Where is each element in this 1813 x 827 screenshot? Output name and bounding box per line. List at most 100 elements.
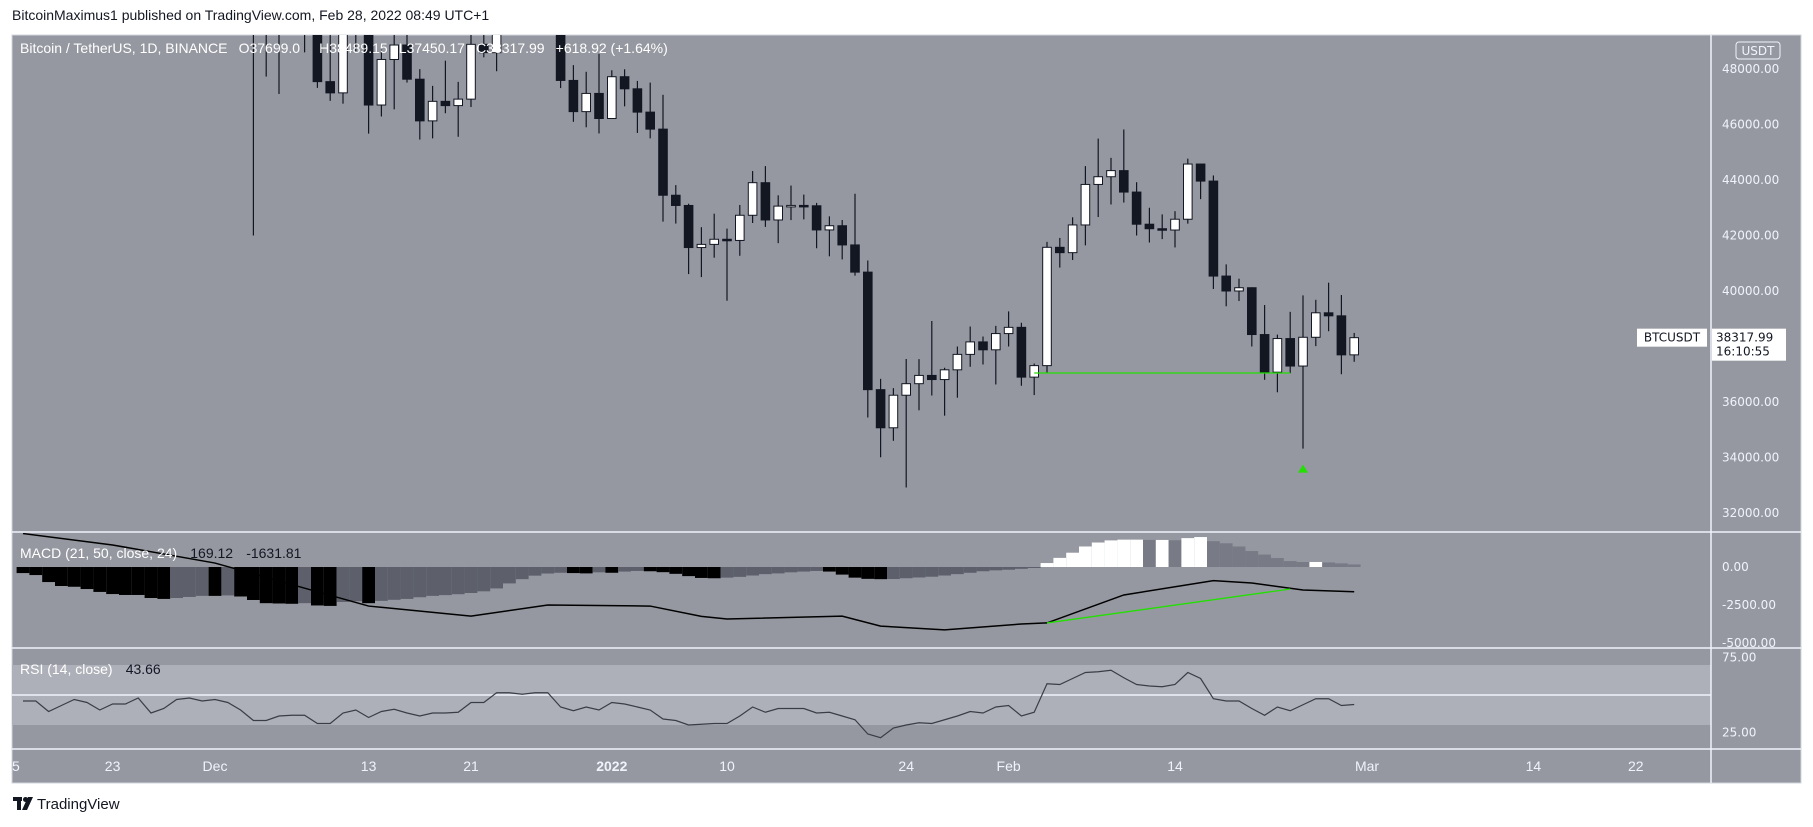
macd-axis[interactable]: 0.00 -2500.00 -5000.00: [1722, 560, 1776, 650]
macd-histogram-bar: [669, 567, 683, 574]
symbol-legend[interactable]: Bitcoin / TetherUS, 1D, BINANCE O37699.0…: [20, 38, 668, 57]
rsi-axis[interactable]: 75.00 25.00: [1722, 651, 1756, 740]
candle: [1298, 295, 1308, 449]
candle-body-up: [786, 204, 796, 208]
macd-histogram-bar: [963, 567, 977, 573]
macd-histogram-bar: [682, 567, 695, 577]
candle: [1349, 332, 1360, 362]
candle-body-down: [658, 128, 668, 196]
macd-histogram-bar: [861, 567, 875, 579]
candle: [338, 35, 348, 104]
candle: [927, 320, 937, 396]
candle: [427, 85, 438, 139]
macd-histogram-bar: [887, 567, 900, 580]
macd-histogram-bar: [1207, 541, 1220, 567]
ohlc-open: O37699.0: [239, 40, 301, 56]
price-tick-label: 44000.00: [1722, 173, 1779, 187]
rsi-tick-label: 25.00: [1722, 726, 1756, 740]
candle-body-up: [709, 238, 720, 245]
macd-histogram-bar: [55, 567, 68, 586]
candle: [824, 216, 835, 257]
candle-body-down: [1247, 287, 1257, 336]
macd-histogram-bar: [387, 567, 401, 600]
macd-histogram-bar: [298, 567, 311, 604]
macd-histogram-bar: [323, 567, 337, 606]
macd-histogram-bar: [221, 567, 235, 596]
candle-body-down: [760, 182, 771, 221]
macd-histogram-bar: [1283, 561, 1297, 567]
macd-histogram-bar: [1155, 539, 1169, 567]
candle: [312, 35, 323, 88]
candle-body-down: [1195, 163, 1206, 182]
candle-body-down: [683, 204, 694, 249]
candle-body-up: [338, 35, 348, 94]
candle: [544, 0, 553, 1]
candle-body-up: [901, 383, 912, 396]
price-annotations: [1034, 372, 1308, 473]
candle-body-down: [850, 244, 860, 273]
candle-body-down: [325, 81, 335, 94]
candle-body-up: [1349, 337, 1360, 356]
macd-value-histogram: 169.12: [190, 545, 233, 561]
macd-histogram-bar: [195, 567, 209, 596]
macd-histogram-bar: [720, 567, 734, 578]
candle-body-up: [952, 353, 963, 371]
macd-legend[interactable]: MACD (21, 50, close, 24) 169.12 -1631.81: [20, 543, 302, 562]
time-axis[interactable]: 5 23 Dec 13 21 2022 10 24 Feb 14 Mar 14 22: [12, 758, 1644, 774]
macd-histogram-bar: [439, 567, 452, 596]
candle: [1119, 129, 1129, 203]
candle-body-up: [1093, 176, 1104, 185]
candle-body-up: [939, 369, 950, 381]
time-tick-label: 2022: [596, 758, 627, 774]
candle: [991, 325, 1001, 385]
candle-body-down: [671, 194, 681, 206]
candle-body-up: [965, 341, 976, 355]
candle-body-up: [1029, 365, 1040, 378]
candle: [1183, 158, 1193, 224]
rsi-value: 43.66: [126, 661, 161, 677]
candle: [671, 185, 681, 224]
candle: [568, 65, 579, 122]
tradingview-logo[interactable]: TradingView: [13, 796, 120, 813]
rsi-legend[interactable]: RSI (14, close) 43.66: [20, 659, 161, 678]
candle: [875, 378, 886, 458]
candle: [811, 202, 822, 249]
time-tick-label: Mar: [1355, 758, 1379, 774]
price-axis[interactable]: 48000.00 46000.00 44000.00 42000.00 40000.00…: [1722, 62, 1779, 520]
candle-body-up: [1003, 326, 1014, 335]
macd-layer: [16, 533, 1361, 631]
candles-layer: [252, 0, 1360, 488]
candle: [479, 35, 489, 58]
time-tick-label: 23: [105, 758, 121, 774]
candle-body-up: [1272, 338, 1283, 373]
candle: [1311, 299, 1321, 347]
candle-body-up: [466, 43, 476, 100]
macd-histogram-bar: [119, 567, 132, 595]
candle-body-down: [837, 225, 848, 246]
candle-body-up: [824, 225, 835, 231]
macd-histogram-bar: [810, 567, 823, 571]
macd-histogram-bar: [695, 567, 708, 578]
candle-body-up: [427, 100, 438, 122]
macd-histogram-bar: [67, 567, 81, 587]
macd-histogram-bar: [144, 567, 158, 599]
candle-body-down: [363, 35, 374, 106]
macd-divergence-trendline[interactable]: [1046, 588, 1291, 624]
candle: [1055, 237, 1065, 268]
macd-histogram-bar: [285, 567, 299, 604]
macd-histogram-bar: [1181, 538, 1195, 567]
macd-histogram-bar: [618, 567, 631, 572]
candle-body-down: [1259, 334, 1270, 373]
candle: [1003, 311, 1014, 347]
candle-body-down: [402, 44, 412, 80]
macd-histogram-bar: [1232, 546, 1246, 567]
macd-histogram-bar: [80, 567, 94, 590]
macd-histogram-bar: [1168, 540, 1182, 567]
time-tick-label: 10: [719, 758, 735, 774]
currency-button[interactable]: USDT: [1735, 41, 1781, 60]
candle: [1234, 278, 1244, 302]
rsi-layer: [23, 669, 1355, 739]
macd-histogram-bar: [426, 567, 439, 596]
candle: [1080, 166, 1091, 246]
